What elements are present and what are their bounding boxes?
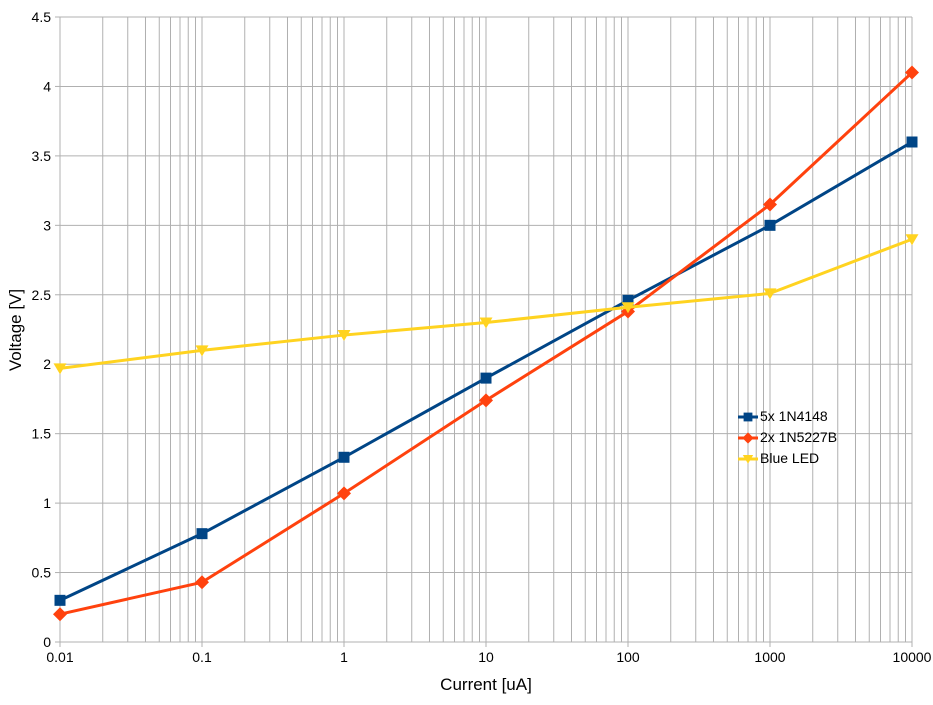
x-tick-label: 0.01 — [46, 649, 73, 665]
x-tick-label: 10000 — [893, 649, 932, 665]
axes-and-ticks — [55, 16, 913, 647]
x-tick-label: 1 — [340, 649, 348, 665]
legend-diamond-marker-icon — [738, 431, 758, 444]
legend-item-5x-1n4148: 5x 1N4148 — [738, 406, 837, 427]
legend: 5x 1N4148 2x 1N5227B Blue LED — [738, 406, 837, 469]
x-tick-label: 10 — [478, 649, 494, 665]
y-tick-label: 4.5 — [32, 9, 52, 25]
y-tick-label: 4 — [43, 78, 51, 94]
x-tick-labels: 0.01 0.1 1 10 100 1000 10000 — [46, 649, 931, 665]
x-axis-title: Current [uA] — [440, 675, 532, 694]
y-tick-label: 0.5 — [32, 565, 52, 581]
x-tick-label: 1000 — [754, 649, 785, 665]
legend-triangle-marker-icon — [738, 454, 758, 464]
x-tick-label: 100 — [616, 649, 640, 665]
y-tick-labels: 0 0.5 1 1.5 2 2.5 3 3.5 4 4.5 — [32, 9, 52, 650]
legend-label-blue-led: Blue LED — [760, 450, 820, 466]
y-tick-label: 1 — [43, 495, 51, 511]
y-tick-label: 1.5 — [32, 426, 52, 442]
legend-label-2x-1n5227b: 2x 1N5227B — [760, 429, 838, 445]
y-axis-title: Voltage [V] — [6, 288, 25, 372]
y-tick-label: 3.5 — [32, 148, 52, 164]
y-tick-label: 2 — [43, 356, 51, 372]
legend-item-2x-1n5227b: 2x 1N5227B — [738, 427, 837, 448]
series-markers-2 — [53, 234, 919, 375]
legend-label-5x-1n4148: 5x 1N4148 — [760, 408, 828, 424]
y-gridlines — [60, 16, 912, 643]
y-tick-label: 0 — [43, 634, 51, 650]
series-markers-0 — [54, 136, 918, 606]
x-tick-label: 0.1 — [192, 649, 212, 665]
legend-square-marker-icon — [738, 412, 758, 421]
x-minor-gridlines — [102, 17, 907, 642]
y-tick-label: 3 — [43, 217, 51, 233]
y-tick-label: 2.5 — [32, 287, 52, 303]
legend-item-blue-led: Blue LED — [738, 448, 837, 469]
